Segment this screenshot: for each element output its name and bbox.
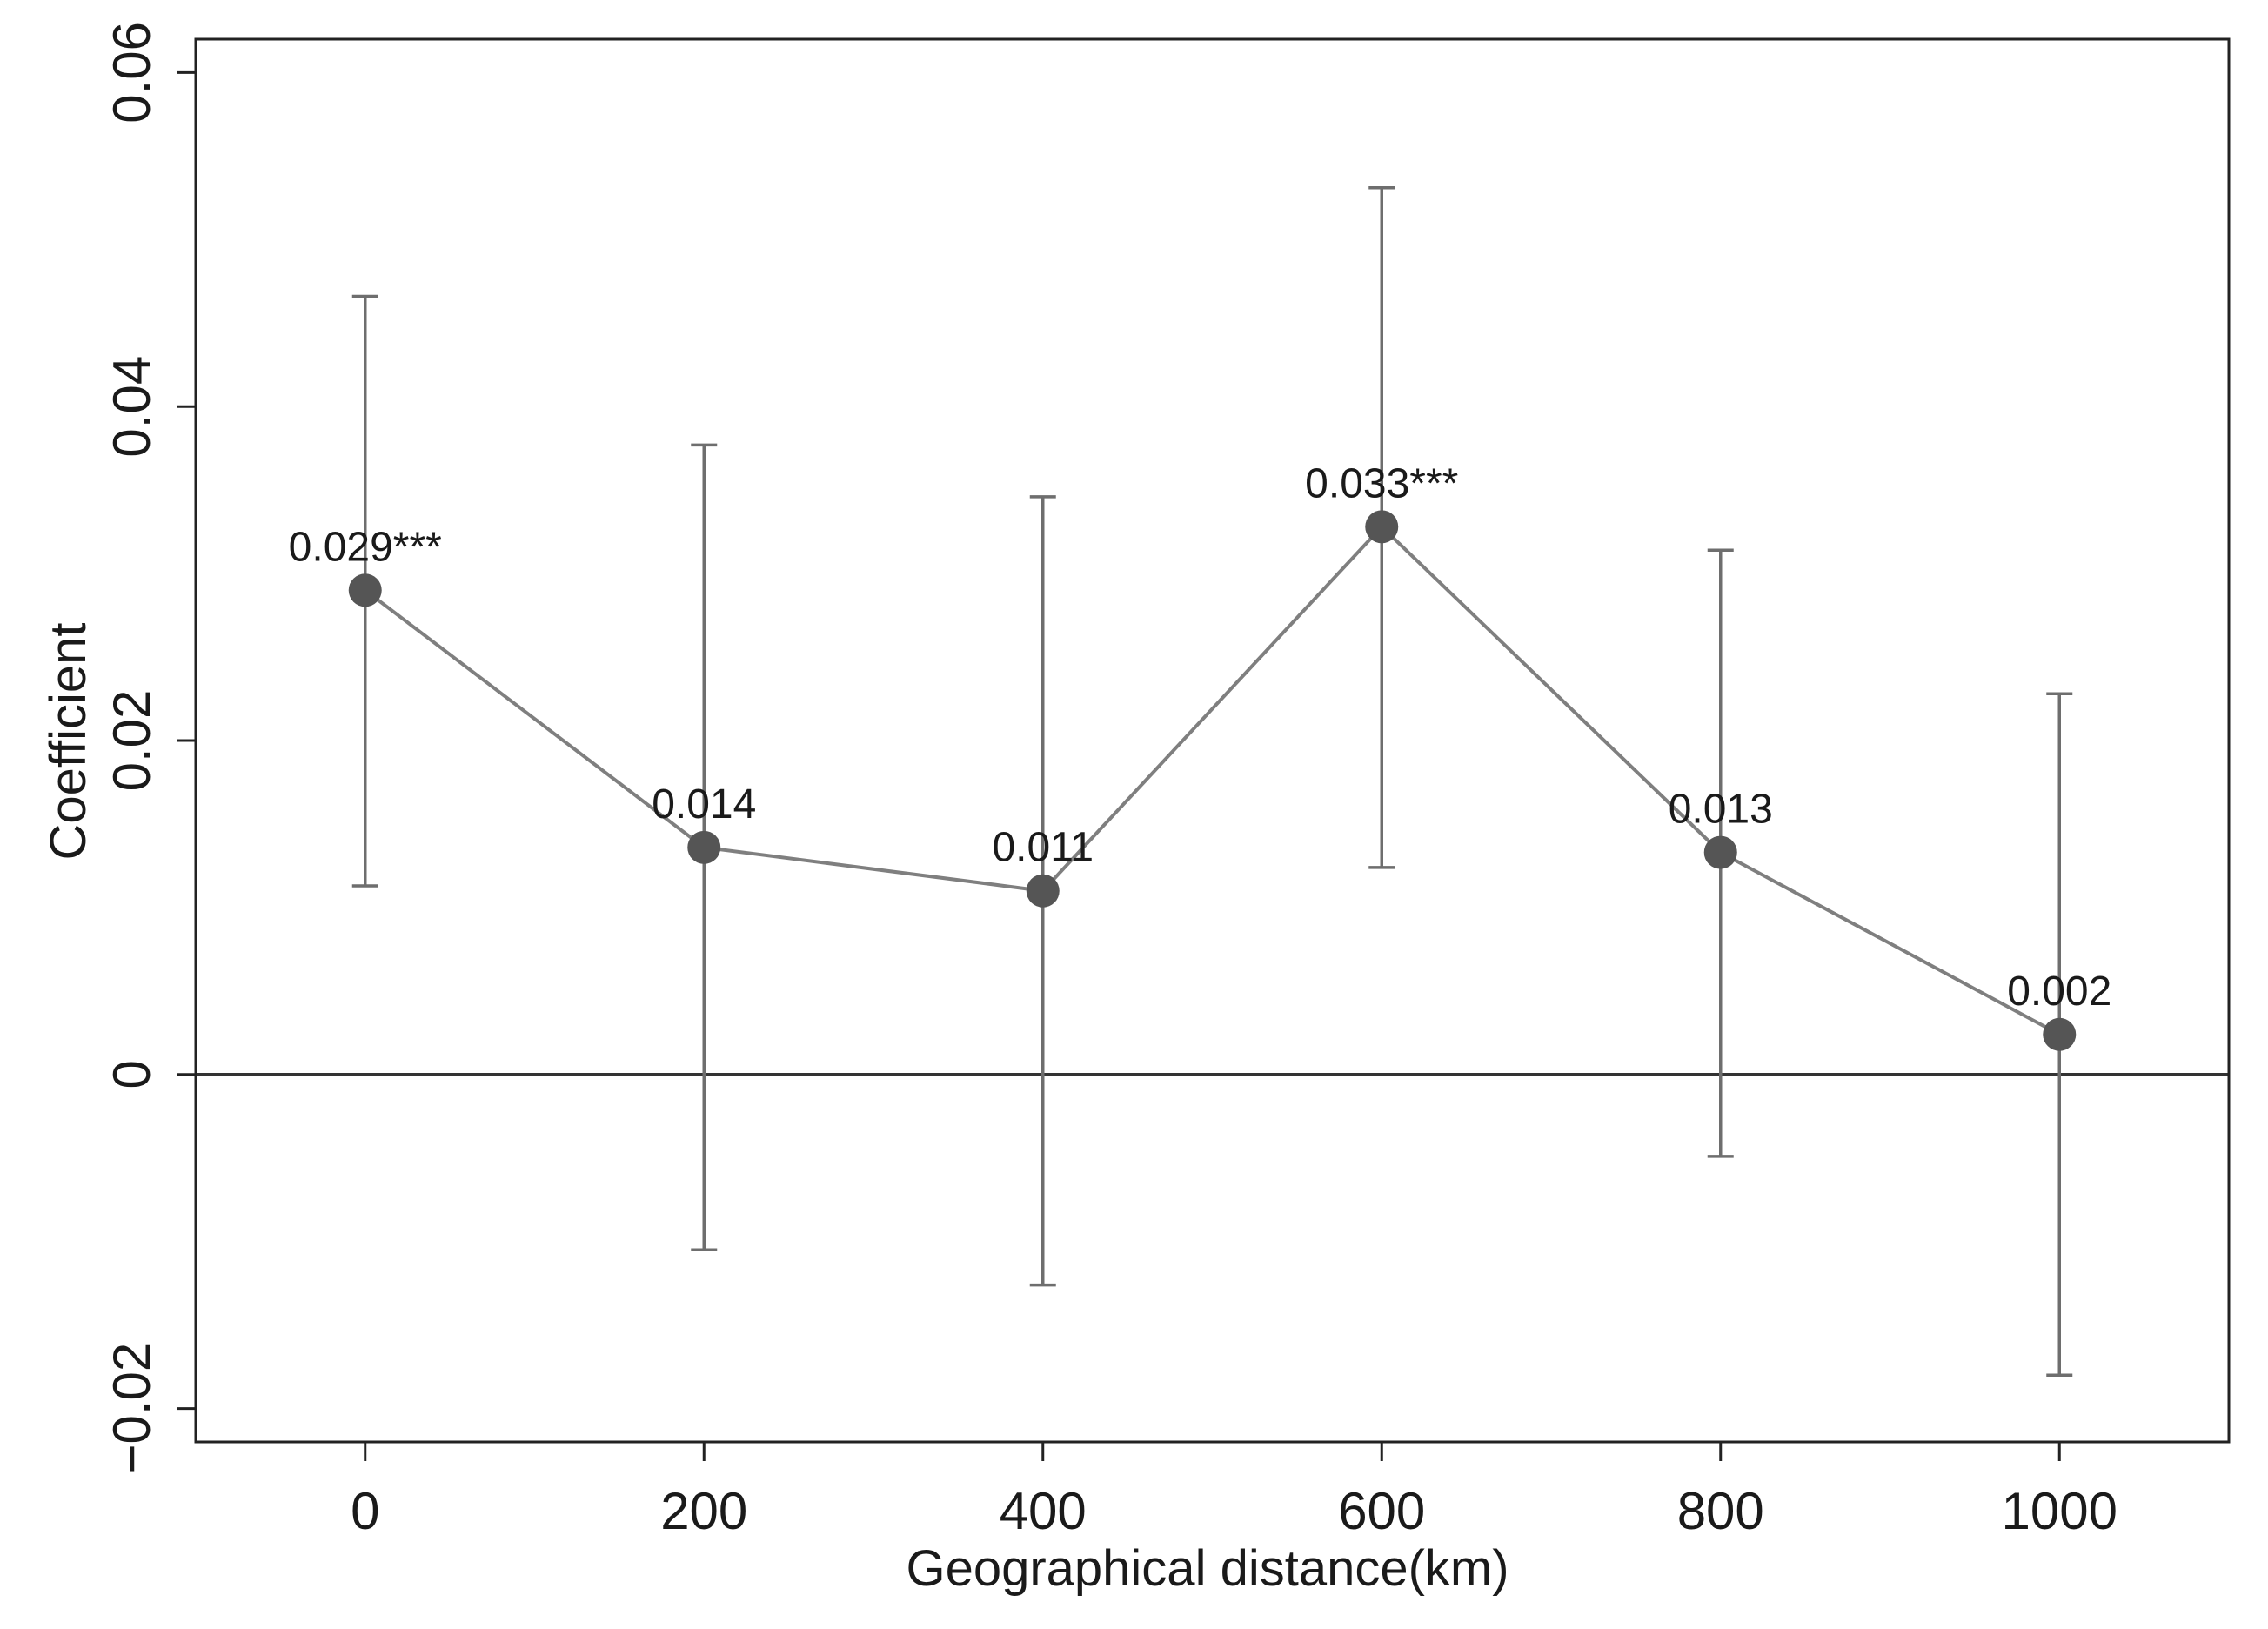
y-tick-label-3: 0.04 bbox=[103, 356, 161, 458]
y-tick-label-2: 0.02 bbox=[103, 690, 161, 792]
data-points-group bbox=[348, 510, 2077, 1051]
y-axis-title: Coefficient bbox=[40, 623, 97, 861]
x-tick-label-5: 1000 bbox=[2002, 1482, 2117, 1540]
data-label-5: 0.002 bbox=[2007, 969, 2111, 1015]
data-point-0 bbox=[348, 573, 382, 607]
y-tick-label-1: 0 bbox=[103, 1060, 161, 1089]
data-label-4: 0.013 bbox=[1669, 787, 1773, 833]
x-tick-label-2: 400 bbox=[1000, 1482, 1087, 1540]
data-point-1 bbox=[687, 830, 721, 864]
data-point-3 bbox=[1365, 510, 1399, 544]
x-tick-label-4: 800 bbox=[1677, 1482, 1764, 1540]
series-line-0 bbox=[364, 524, 2061, 1036]
data-label-3: 0.033*** bbox=[1305, 460, 1458, 506]
series-line-group bbox=[364, 524, 2061, 1036]
data-labels-group: 0.029*** 0.014 0.011 0.033*** 0.013 0.002 bbox=[289, 460, 2112, 1014]
axes-group: 0 200 400 600 800 1000 −0.02 0 0.02 0.04 0.06 bbox=[103, 22, 2231, 1540]
x-tick-label-0: 0 bbox=[351, 1482, 379, 1540]
y-tick-label-0: −0.02 bbox=[103, 1343, 161, 1475]
data-label-1: 0.014 bbox=[652, 781, 756, 828]
y-tick-label-4: 0.06 bbox=[103, 22, 161, 124]
data-label-0: 0.029*** bbox=[289, 524, 442, 570]
x-tick-label-1: 200 bbox=[660, 1482, 747, 1540]
data-label-2: 0.011 bbox=[992, 825, 1094, 871]
x-tick-label-3: 600 bbox=[1338, 1482, 1425, 1540]
data-point-4 bbox=[1703, 835, 1737, 869]
data-point-5 bbox=[2043, 1017, 2077, 1051]
data-point-2 bbox=[1026, 874, 1060, 908]
x-axis-title: Geographical distance(km) bbox=[906, 1540, 1509, 1597]
